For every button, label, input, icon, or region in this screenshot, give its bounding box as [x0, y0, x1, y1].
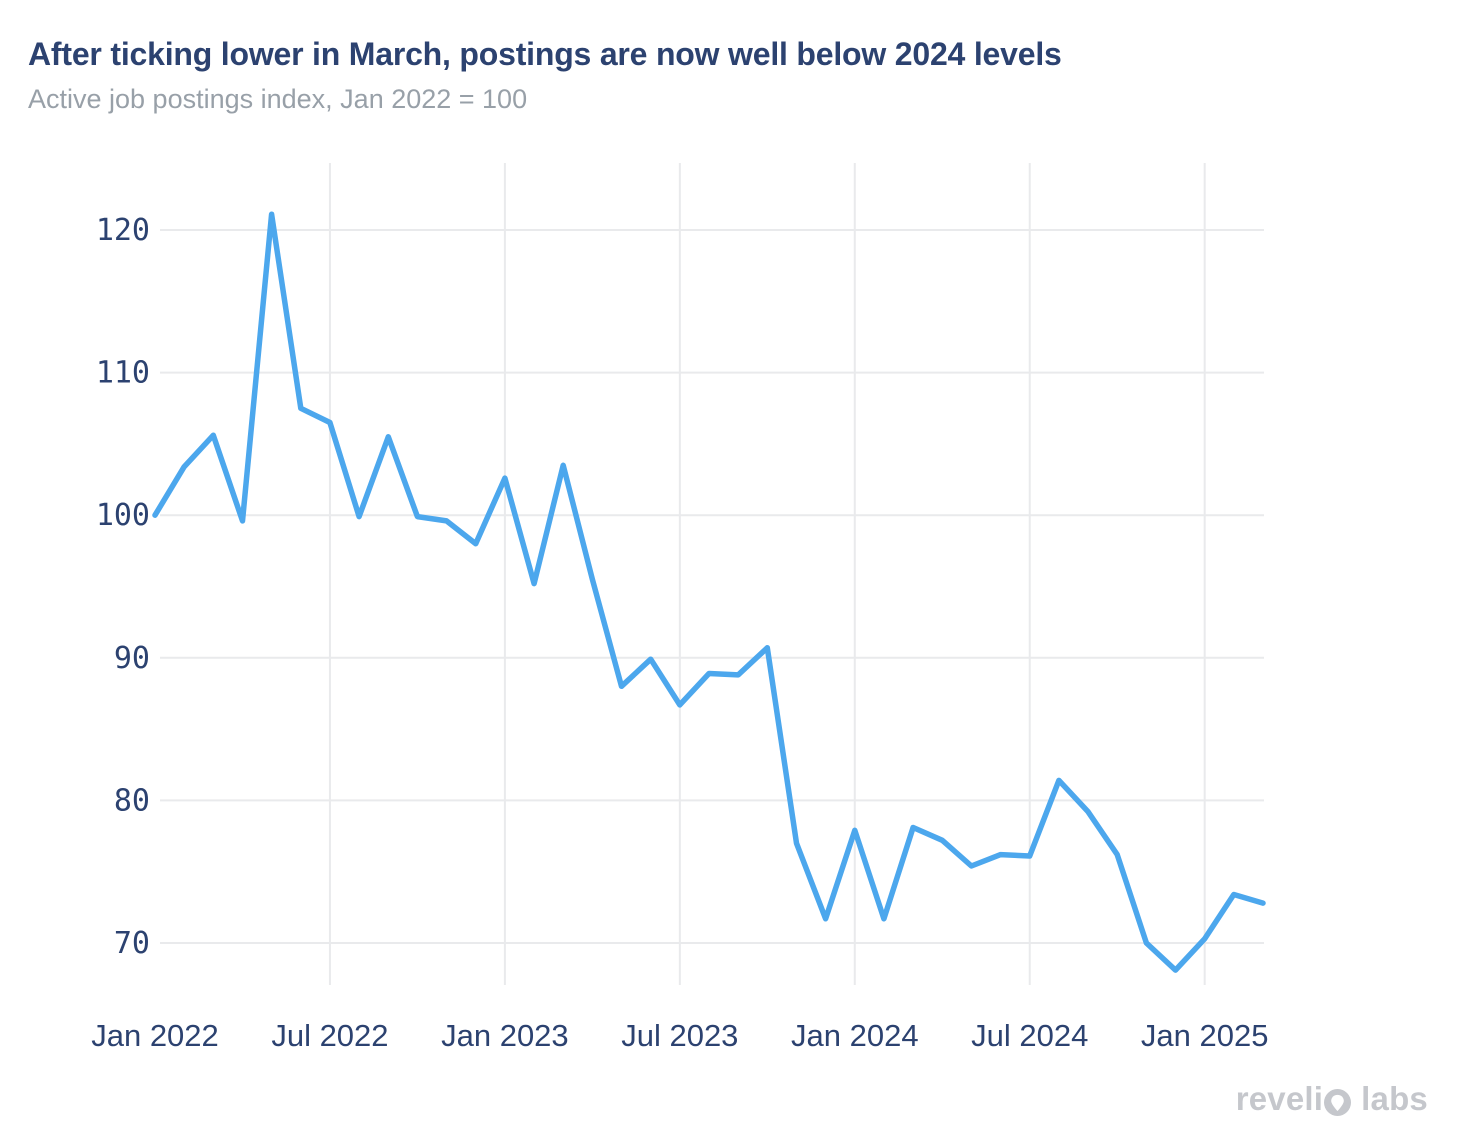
- y-tick-label-110: 110: [96, 356, 150, 391]
- y-axis-labels: 70 80 90 100 110 120: [96, 213, 150, 961]
- revelio-o-icon: [1324, 1086, 1352, 1116]
- x-axis-labels: Jan 2022 Jul 2022 Jan 2023 Jul 2023 Jan 2024…: [91, 1018, 1268, 1053]
- chart-title: After ticking lower in March, postings a…: [28, 36, 1062, 72]
- logo-text-labs: labs: [1361, 1080, 1428, 1117]
- x-tick-label-jan-2024: Jan 2024: [791, 1018, 919, 1053]
- y-tick-label-100: 100: [96, 498, 150, 533]
- logo-text-reveli: reveli: [1235, 1080, 1324, 1117]
- x-tick-label-jan-2025: Jan 2025: [1141, 1018, 1269, 1053]
- gridlines: [160, 163, 1264, 985]
- y-tick-label-120: 120: [96, 213, 150, 248]
- revelio-labs-logo: reveli labs: [1235, 1080, 1428, 1117]
- x-tick-label-jan-2023: Jan 2023: [441, 1018, 569, 1053]
- x-tick-label-jul-2023: Jul 2023: [621, 1018, 738, 1053]
- y-tick-label-90: 90: [114, 641, 150, 676]
- series-line-active-job-postings-index: [152, 211, 1266, 973]
- x-tick-label-jan-2022: Jan 2022: [91, 1018, 219, 1053]
- chart-subtitle: Active job postings index, Jan 2022 = 10…: [28, 84, 528, 114]
- x-tick-label-jul-2024: Jul 2024: [971, 1018, 1088, 1053]
- x-tick-label-jul-2022: Jul 2022: [271, 1018, 388, 1053]
- y-tick-label-70: 70: [114, 926, 150, 961]
- y-tick-label-80: 80: [114, 783, 150, 818]
